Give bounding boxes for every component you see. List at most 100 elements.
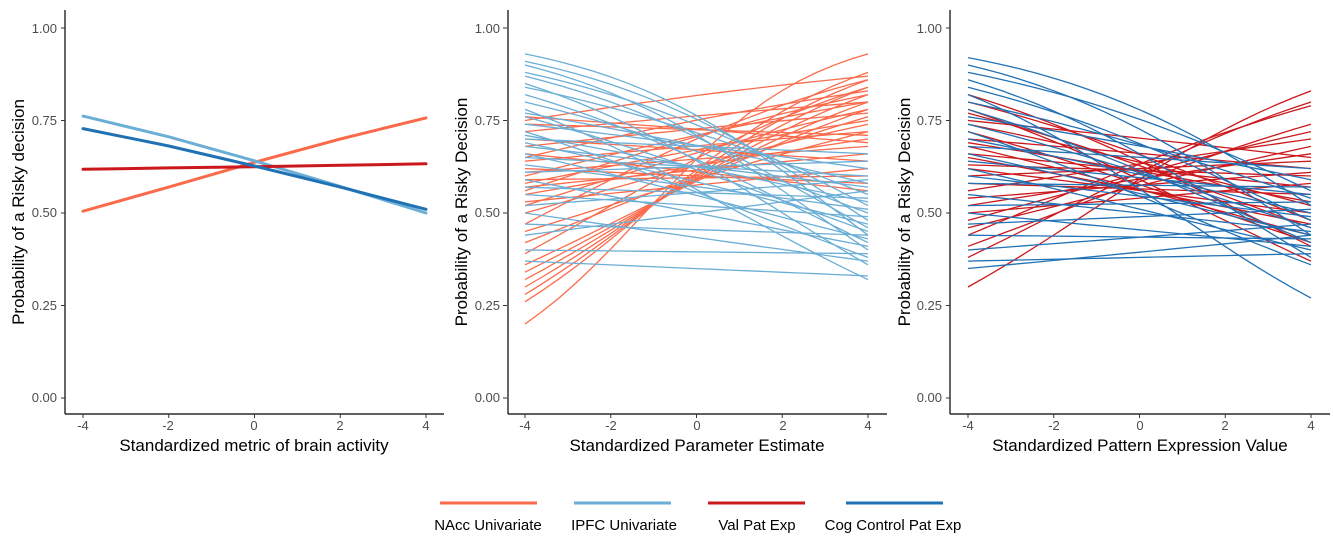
x-ticks: -4 -2 0 2 4 xyxy=(962,418,1314,433)
subject-line-cog-control-pat-exp-7 xyxy=(967,101,1312,199)
x-tick-label: -2 xyxy=(605,418,617,433)
y-ticks: 0.00 0.25 0.50 0.75 1.00 xyxy=(32,21,57,405)
subject-line-cog-control-pat-exp-25 xyxy=(967,253,1312,262)
subject-line-cog-control-pat-exp-26 xyxy=(967,234,1312,270)
y-axis-title: Probability of a Risky Decision xyxy=(452,98,471,327)
subject-line-nacc-univariate-13 xyxy=(524,108,869,207)
subject-line-ipfc-univariate-6 xyxy=(524,82,869,266)
y-ticks: 0.00 0.25 0.50 0.75 1.00 xyxy=(475,21,500,405)
subject-line-cog-control-pat-exp-17 xyxy=(967,175,1312,218)
panel-parameter-estimate: 0.00 0.25 0.50 0.75 1.00 -4 -2 0 2 4 Sta… xyxy=(452,10,887,455)
panel-parameter-estimate-lines xyxy=(524,53,869,325)
subject-line-ipfc-univariate-25 xyxy=(524,193,869,218)
y-tick-label: 0.75 xyxy=(32,113,57,128)
subject-line-nacc-univariate-11 xyxy=(524,79,869,225)
legend-label-ipfc: IPFC Univariate xyxy=(571,517,677,534)
subject-line-cog-control-pat-exp-24 xyxy=(967,223,1312,251)
x-tick-label: 4 xyxy=(864,418,871,433)
subject-line-ipfc-univariate-9 xyxy=(524,101,869,214)
x-tick-label: 2 xyxy=(779,418,786,433)
y-tick-label: 0.50 xyxy=(32,205,57,220)
subject-line-cog-control-pat-exp-4 xyxy=(967,79,1312,258)
x-axis-title: Standardized metric of brain activity xyxy=(119,436,389,455)
legend-label-nacc: NAcc Univariate xyxy=(434,517,542,534)
series-line-cog-control-pat-exp xyxy=(81,127,428,211)
subject-line-val-pat-exp-24 xyxy=(967,108,1312,262)
subject-line-val-pat-exp-23 xyxy=(967,112,1312,229)
y-tick-label: 0.00 xyxy=(32,390,57,405)
x-tick-label: -4 xyxy=(77,418,89,433)
subject-line-nacc-univariate-24 xyxy=(524,90,869,159)
y-axis-title: Probability of a Risky decision xyxy=(9,99,28,325)
panel-brain-activity-lines xyxy=(81,114,428,215)
subject-line-cog-control-pat-exp-1 xyxy=(967,56,1312,207)
x-tick-label: 0 xyxy=(250,418,257,433)
x-tick-label: -4 xyxy=(962,418,974,433)
subject-line-cog-control-pat-exp-2 xyxy=(967,64,1312,236)
y-tick-label: 0.50 xyxy=(917,205,942,220)
x-tick-label: 2 xyxy=(336,418,343,433)
subject-line-cog-control-pat-exp-9 xyxy=(967,116,1312,181)
y-tick-label: 0.75 xyxy=(475,113,500,128)
x-ticks: -4 -2 0 2 4 xyxy=(519,418,871,433)
subject-line-ipfc-univariate-21 xyxy=(524,164,869,210)
subject-line-ipfc-univariate-22 xyxy=(524,160,869,173)
subject-line-nacc-univariate-30 xyxy=(524,75,869,122)
subject-line-ipfc-univariate-13 xyxy=(524,123,869,170)
subject-line-ipfc-univariate-26 xyxy=(524,179,869,207)
subject-line-ipfc-univariate-4 xyxy=(524,71,869,207)
y-tick-label: 0.75 xyxy=(917,113,942,128)
x-tick-label: 0 xyxy=(693,418,700,433)
subject-line-cog-control-pat-exp-13 xyxy=(967,145,1312,170)
panel-pattern-expression: 0.00 0.25 0.50 0.75 1.00 -4 -2 0 2 4 Sta… xyxy=(895,10,1330,455)
x-tick-label: -4 xyxy=(519,418,531,433)
y-tick-label: 1.00 xyxy=(32,21,57,36)
subject-line-nacc-univariate-10 xyxy=(524,130,869,233)
y-ticks: 0.00 0.25 0.50 0.75 1.00 xyxy=(917,21,942,405)
subject-line-ipfc-univariate-8 xyxy=(524,93,869,244)
subject-line-cog-control-pat-exp-8 xyxy=(967,108,1312,244)
subject-line-ipfc-univariate-30 xyxy=(524,249,869,255)
x-axis-title: Standardized Pattern Expression Value xyxy=(992,436,1287,455)
subject-line-val-pat-exp-21 xyxy=(967,123,1312,207)
x-tick-label: -2 xyxy=(1048,418,1060,433)
x-ticks: -4 -2 0 2 4 xyxy=(77,418,429,433)
subject-line-nacc-univariate-14 xyxy=(524,167,869,203)
y-tick-label: 0.25 xyxy=(32,298,57,313)
subject-line-cog-control-pat-exp-19 xyxy=(967,193,1312,233)
legend: NAcc Univariate IPFC Univariate Val Pat … xyxy=(434,501,962,534)
y-tick-label: 0.00 xyxy=(475,390,500,405)
x-axis-title: Standardized Parameter Estimate xyxy=(569,436,824,455)
subject-line-cog-control-pat-exp-22 xyxy=(967,208,1312,225)
subject-line-nacc-univariate-3 xyxy=(524,79,869,295)
legend-label-valpat: Val Pat Exp xyxy=(718,517,795,534)
subject-line-ipfc-univariate-31 xyxy=(524,260,869,277)
x-tick-label: 4 xyxy=(1307,418,1314,433)
x-tick-label: 4 xyxy=(422,418,429,433)
subject-line-cog-control-pat-exp-16 xyxy=(967,167,1312,251)
x-tick-label: 0 xyxy=(1136,418,1143,433)
panel-pattern-expression-lines xyxy=(967,56,1312,299)
subject-line-nacc-univariate-9 xyxy=(524,116,869,244)
subject-line-ipfc-univariate-19 xyxy=(524,153,869,240)
subject-line-cog-control-pat-exp-6 xyxy=(967,93,1312,299)
y-tick-label: 0.00 xyxy=(917,390,942,405)
x-tick-label: 2 xyxy=(1221,418,1228,433)
subject-line-cog-control-pat-exp-5 xyxy=(967,86,1312,221)
subject-line-ipfc-univariate-16 xyxy=(524,138,869,155)
y-tick-label: 0.25 xyxy=(917,298,942,313)
subject-line-ipfc-univariate-28 xyxy=(524,223,869,236)
subject-line-nacc-univariate-28 xyxy=(524,101,869,133)
y-tick-label: 0.25 xyxy=(475,298,500,313)
y-tick-label: 1.00 xyxy=(475,21,500,36)
subject-line-val-pat-exp-3 xyxy=(967,123,1312,247)
legend-label-cogctrl: Cog Control Pat Exp xyxy=(825,517,962,534)
panel-brain-activity: 0.00 0.25 0.50 0.75 1.00 -4 -2 0 2 4 Sta… xyxy=(9,10,444,455)
subject-line-cog-control-pat-exp-21 xyxy=(967,212,1312,247)
subject-line-nacc-univariate-27 xyxy=(524,138,869,162)
subject-line-ipfc-univariate-12 xyxy=(524,116,869,233)
y-tick-label: 0.50 xyxy=(475,205,500,220)
subject-line-cog-control-pat-exp-18 xyxy=(967,182,1312,188)
subject-line-nacc-univariate-31 xyxy=(524,116,869,144)
